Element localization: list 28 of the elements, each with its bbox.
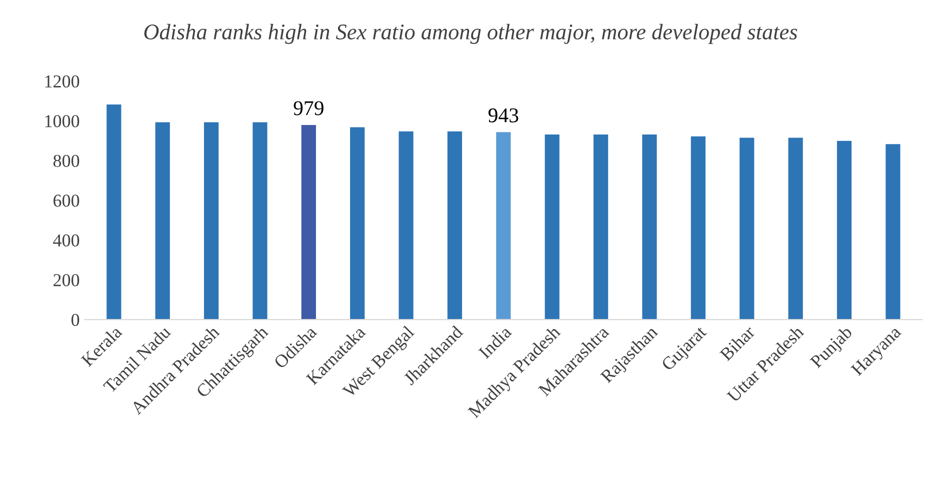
bar: [252, 122, 268, 320]
chart-title: Odisha ranks high in Sex ratio among other major, more developed states: [144, 24, 798, 44]
bar: [594, 134, 608, 320]
bar: [301, 125, 316, 320]
bar: [740, 138, 754, 320]
bar: [886, 144, 900, 320]
bar: [398, 131, 414, 320]
bar: [155, 122, 170, 320]
y-tick-label: 600: [54, 194, 80, 207]
bar: [642, 134, 657, 320]
y-tick-label: 1000: [45, 115, 80, 128]
y-tick-label: 800: [53, 154, 80, 168]
bar: [690, 136, 706, 320]
bar: [350, 127, 365, 320]
bar: [447, 131, 462, 320]
y-tick-label: 1200: [45, 75, 80, 88]
x-tick-label: India: [478, 324, 512, 360]
y-tick-label: 400: [53, 234, 80, 247]
bar: [544, 134, 560, 320]
bar: [204, 122, 219, 320]
y-tick-label: 200: [54, 274, 80, 286]
bar: [836, 140, 852, 320]
y-tick-label: 0: [71, 314, 80, 326]
data-label: 943: [488, 108, 518, 122]
bar: [106, 104, 122, 320]
data-label: 979: [294, 101, 324, 116]
bar: [496, 132, 511, 320]
bar: [788, 138, 803, 320]
